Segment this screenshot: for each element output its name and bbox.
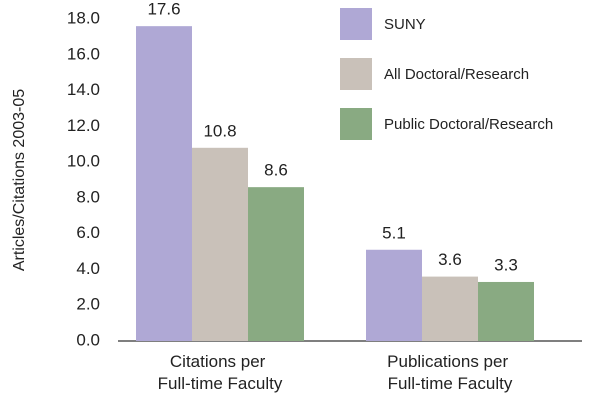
legend-label: All Doctoral/Research xyxy=(384,66,529,83)
y-tick-label: 2.0 xyxy=(76,295,100,314)
data-label: 17.6 xyxy=(147,0,180,19)
bar xyxy=(136,26,192,342)
bar xyxy=(366,249,422,341)
legend-label: Public Doctoral/Research xyxy=(384,116,553,133)
data-label: 5.1 xyxy=(382,223,406,242)
y-tick-label: 12.0 xyxy=(67,116,100,135)
x-tick-line: Publications per xyxy=(387,352,513,371)
bar xyxy=(422,276,478,341)
y-tick-label: 16.0 xyxy=(67,44,100,63)
y-tick-label: 4.0 xyxy=(76,259,100,278)
y-tick-label: 18.0 xyxy=(67,8,100,27)
x-tick-label: Citations per Full-time Faculty xyxy=(158,352,283,393)
y-tick-label: 0.0 xyxy=(76,330,100,349)
y-tick-label: 8.0 xyxy=(76,187,100,206)
x-tick-label: Publications per Full-time Faculty xyxy=(387,352,513,393)
bar xyxy=(248,187,304,341)
y-axis-label: Articles/Citations 2003-05 xyxy=(11,89,28,271)
legend-swatch xyxy=(340,58,372,90)
data-label: 10.8 xyxy=(203,121,236,140)
y-tick-label: 10.0 xyxy=(67,152,100,171)
bar xyxy=(478,281,534,341)
x-tick-line: Full-time Faculty xyxy=(158,374,283,393)
y-tick-label: 14.0 xyxy=(67,80,100,99)
legend-label: SUNY xyxy=(384,16,426,33)
legend-swatch xyxy=(340,8,372,40)
x-tick-line: Citations per xyxy=(170,352,270,371)
y-tick-label: 6.0 xyxy=(76,223,100,242)
data-label: 3.6 xyxy=(438,250,462,269)
bar xyxy=(192,147,248,341)
legend-swatch xyxy=(340,108,372,140)
data-label: 3.3 xyxy=(494,255,518,274)
x-tick-line: Full-time Faculty xyxy=(388,374,513,393)
data-label: 8.6 xyxy=(264,161,288,180)
